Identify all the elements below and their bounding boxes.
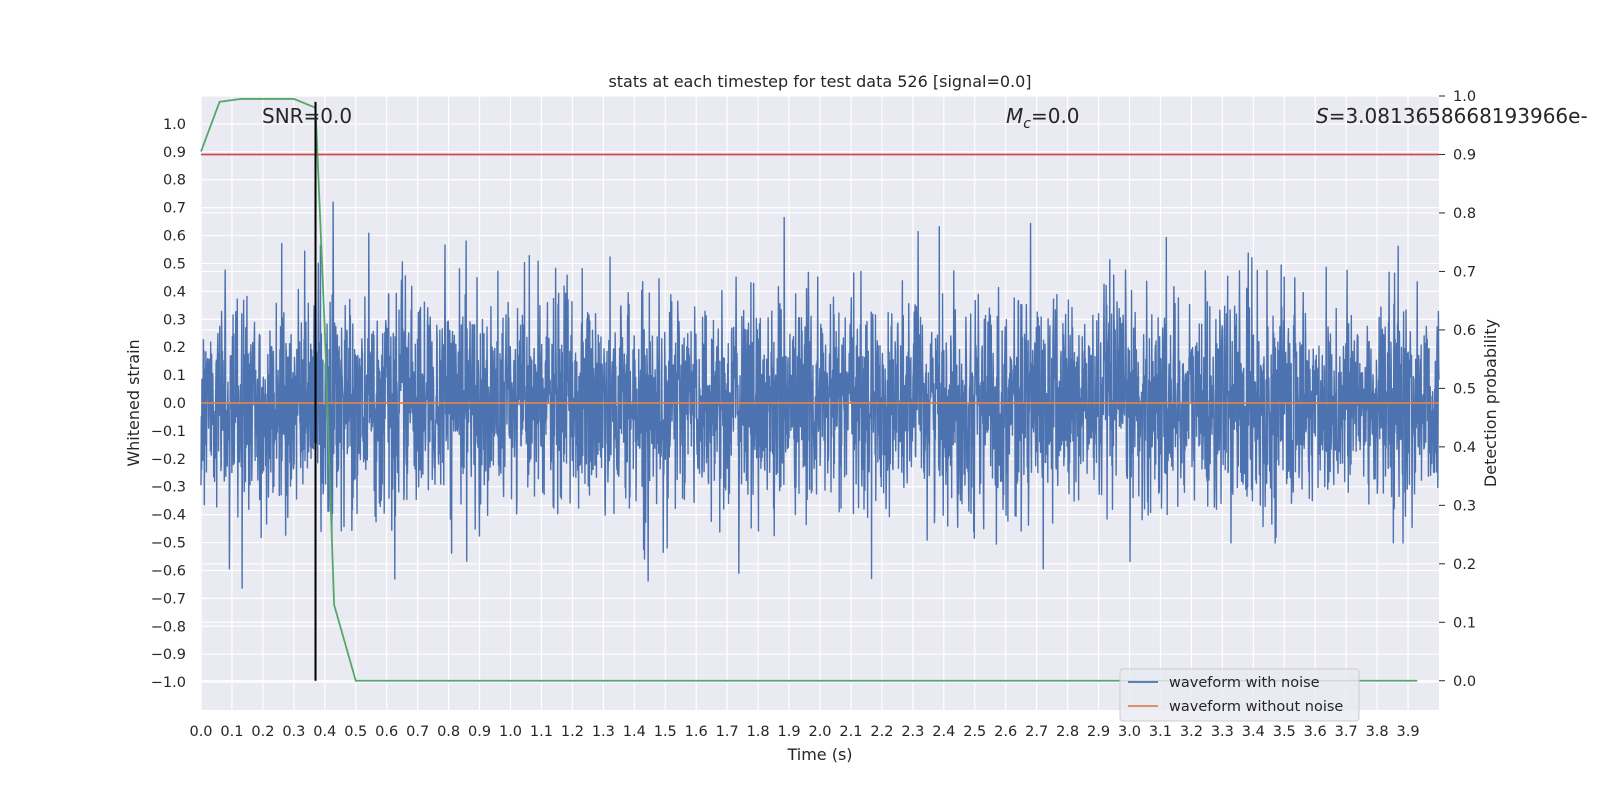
s-annotation: S=3.0813658668193966e- <box>1316 104 1588 128</box>
x-tick-label: 2.2 <box>870 724 893 740</box>
x-tick-label: 1.1 <box>530 724 553 740</box>
x-tick-label: 1.9 <box>778 724 801 740</box>
x-tick-label: 3.2 <box>1180 724 1203 740</box>
y-tick-label: 0.5 <box>163 256 186 272</box>
x-tick-labels: 0.0 0.1 0.2 0.3 0.4 0.5 0.6 0.7 0.8 0.9 1.0 1.1 1.2 1… <box>189 724 1419 740</box>
x-tick-label: 0.0 <box>189 724 212 740</box>
x-tick-label: 0.7 <box>406 724 429 740</box>
x-tick-label: 0.5 <box>344 724 367 740</box>
y-tick-label: 0.4 <box>163 284 186 300</box>
legend-box <box>1119 668 1360 722</box>
y-tick-label: 1.0 <box>163 117 186 133</box>
y-tick-label: −0.8 <box>151 619 186 635</box>
y-tick-label: 0.0 <box>163 396 186 412</box>
y-axis-label: Whitened strain <box>124 339 143 466</box>
x-tick-label: 1.6 <box>685 724 708 740</box>
x-tick-label: 2.0 <box>808 724 831 740</box>
x-tick-label: 3.1 <box>1149 724 1172 740</box>
chirp-mass-subscript: c <box>1023 116 1031 132</box>
x-tick-label: 2.5 <box>963 724 986 740</box>
chirp-mass-value: =0.0 <box>1031 104 1080 128</box>
legend-label-waveform-with-noise: waveform with noise <box>1169 675 1320 691</box>
y-right-tick-label: 0.7 <box>1453 264 1476 280</box>
y-tick-label: −0.4 <box>151 508 186 524</box>
x-tick-label: 2.9 <box>1087 724 1110 740</box>
x-tick-label: 2.3 <box>901 724 924 740</box>
x-tick-label: 3.5 <box>1273 724 1296 740</box>
x-tick-label: 2.4 <box>932 724 955 740</box>
y-tick-label: 0.7 <box>163 201 186 217</box>
chart-title: stats at each timestep for test data 526… <box>608 72 1031 91</box>
x-tick-label: 3.3 <box>1211 724 1234 740</box>
x-tick-label: 2.8 <box>1056 724 1079 740</box>
chirp-mass-symbol: M <box>1006 104 1023 128</box>
x-tick-label: 0.8 <box>437 724 460 740</box>
x-tick-label: 3.4 <box>1242 724 1265 740</box>
y-right-tick-label: 0.8 <box>1453 206 1476 222</box>
x-tick-label: 0.3 <box>282 724 305 740</box>
x-tick-label: 3.8 <box>1366 724 1389 740</box>
y-right-axis-label: Detection probability <box>1481 319 1500 487</box>
x-tick-label: 3.9 <box>1397 724 1420 740</box>
x-tick-label: 1.2 <box>561 724 584 740</box>
x-tick-label: 0.9 <box>468 724 491 740</box>
x-tick-label: 3.6 <box>1304 724 1327 740</box>
y-tick-label: 0.3 <box>163 312 186 328</box>
x-tick-label: 1.5 <box>654 724 677 740</box>
x-tick-label: 1.8 <box>747 724 770 740</box>
y-right-tick-label: 0.5 <box>1453 381 1476 397</box>
x-tick-label: 0.1 <box>220 724 243 740</box>
series-waveform-with-noise <box>200 201 1440 589</box>
y-tick-labels: 1.0 0.9 0.8 0.7 0.6 0.5 0.4 0.3 0.2 0.1 0.0 −0.1 −0.… <box>151 117 186 691</box>
y-tick-label: −0.9 <box>151 647 186 663</box>
legend: waveform with noise waveform without noi… <box>1119 668 1360 722</box>
x-tick-label: 1.4 <box>623 724 646 740</box>
y-tick-label: 0.1 <box>163 368 186 384</box>
x-tick-label: 1.0 <box>499 724 522 740</box>
x-tick-label: 0.2 <box>251 724 274 740</box>
y-right-tick-label: 0.0 <box>1453 674 1476 690</box>
series-layer <box>200 98 1440 682</box>
x-tick-label: 0.4 <box>313 724 336 740</box>
y-tick-label: −0.6 <box>151 563 186 579</box>
y-right-tick-label: 0.3 <box>1453 498 1476 514</box>
chirp-mass-annotation: Mc=0.0 <box>1006 104 1080 132</box>
x-tick-label: 1.7 <box>716 724 739 740</box>
s-symbol: S <box>1316 104 1329 128</box>
y-tick-label: 0.9 <box>163 145 186 161</box>
y-tick-label: 0.2 <box>163 340 186 356</box>
y-tick-label: 0.6 <box>163 229 186 245</box>
y-right-tick-label: 0.1 <box>1453 615 1476 631</box>
snr-annotation: SNR=0.0 <box>262 104 352 128</box>
s-value: =3.0813658668193966e- <box>1329 104 1588 128</box>
x-tick-label: 3.7 <box>1335 724 1358 740</box>
y-right-tick-labels: 1.0 0.9 0.8 0.7 0.6 0.5 0.4 0.3 0.2 0.1 0.0 <box>1439 89 1476 690</box>
y-right-tick-label: 0.6 <box>1453 323 1476 339</box>
x-tick-label: 1.3 <box>592 724 615 740</box>
x-tick-label: 2.6 <box>994 724 1017 740</box>
y-right-tick-label: 0.9 <box>1453 147 1476 163</box>
y-right-tick-label: 0.2 <box>1453 557 1476 573</box>
y-right-tick-label: 0.4 <box>1453 440 1476 456</box>
y-tick-label: −1.0 <box>151 675 186 691</box>
x-tick-label: 0.6 <box>375 724 398 740</box>
x-tick-label: 3.0 <box>1118 724 1141 740</box>
y-tick-label: −0.7 <box>151 591 186 607</box>
y-tick-label: −0.5 <box>151 536 186 552</box>
x-tick-label: 2.7 <box>1025 724 1048 740</box>
x-axis-label: Time (s) <box>786 745 852 764</box>
x-tick-label: 2.1 <box>839 724 862 740</box>
y-tick-label: 0.8 <box>163 173 186 189</box>
legend-label-waveform-without-noise: waveform without noise <box>1169 699 1343 715</box>
y-tick-label: −0.1 <box>151 424 186 440</box>
y-tick-label: −0.2 <box>151 452 186 468</box>
y-right-tick-label: 1.0 <box>1453 89 1476 105</box>
y-tick-label: −0.3 <box>151 480 186 496</box>
